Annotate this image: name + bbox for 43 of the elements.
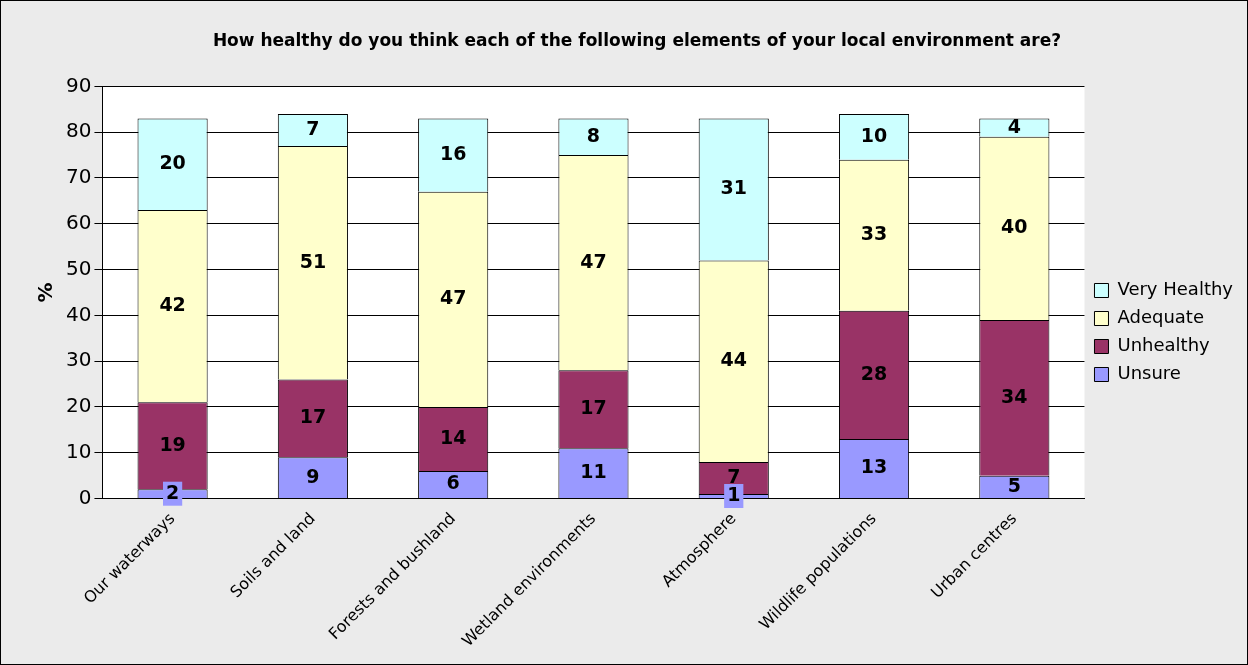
chart-title: How healthy do you think each of the following elements of your local environment are? [212,29,1062,50]
data-label: 51 [299,249,327,272]
data-label: 44 [720,348,747,371]
y-tick-label: 70 [66,164,92,189]
y-axis-title: % [33,282,58,303]
data-label: 47 [439,286,467,309]
data-label: 42 [159,293,186,316]
y-tick-label: 80 [66,118,92,143]
data-label: 13 [860,455,888,478]
y-tick-label: 20 [66,393,92,418]
data-label: 9 [306,464,320,487]
y-tick-label: 90 [66,72,92,97]
legend-label: Adequate [1117,306,1204,328]
data-label: 20 [159,151,186,174]
data-label: 4 [1007,114,1021,137]
data-label: 11 [580,460,607,483]
y-tick-label: 50 [66,255,92,280]
y-tick-label: 40 [66,301,92,326]
data-label: 28 [860,361,888,384]
legend-label: Very Healthy [1117,278,1234,300]
data-label: 5 [1007,473,1021,496]
y-tick-label: 10 [66,438,92,463]
data-label: 47 [580,249,607,272]
data-label: 14 [439,425,467,448]
y-tick-label: 30 [66,347,92,372]
data-label: 34 [1001,384,1028,407]
data-label: 33 [860,222,888,245]
data-label: 19 [159,432,186,455]
data-label: 8 [586,123,601,146]
data-label: 7 [306,116,320,139]
data-label: 31 [720,176,747,199]
data-label: 17 [580,396,607,419]
data-label: 10 [860,123,888,146]
data-label: 16 [439,142,467,165]
data-label: 2 [165,480,180,503]
data-label: 17 [299,405,327,428]
data-label: 40 [1001,215,1028,238]
data-label: 1 [727,482,741,505]
legend-label: Unsure [1117,362,1181,384]
y-tick-label: 0 [78,484,92,509]
data-label: 6 [446,471,460,494]
y-tick-label: 60 [66,209,92,234]
legend-label: Unhealthy [1117,334,1211,356]
